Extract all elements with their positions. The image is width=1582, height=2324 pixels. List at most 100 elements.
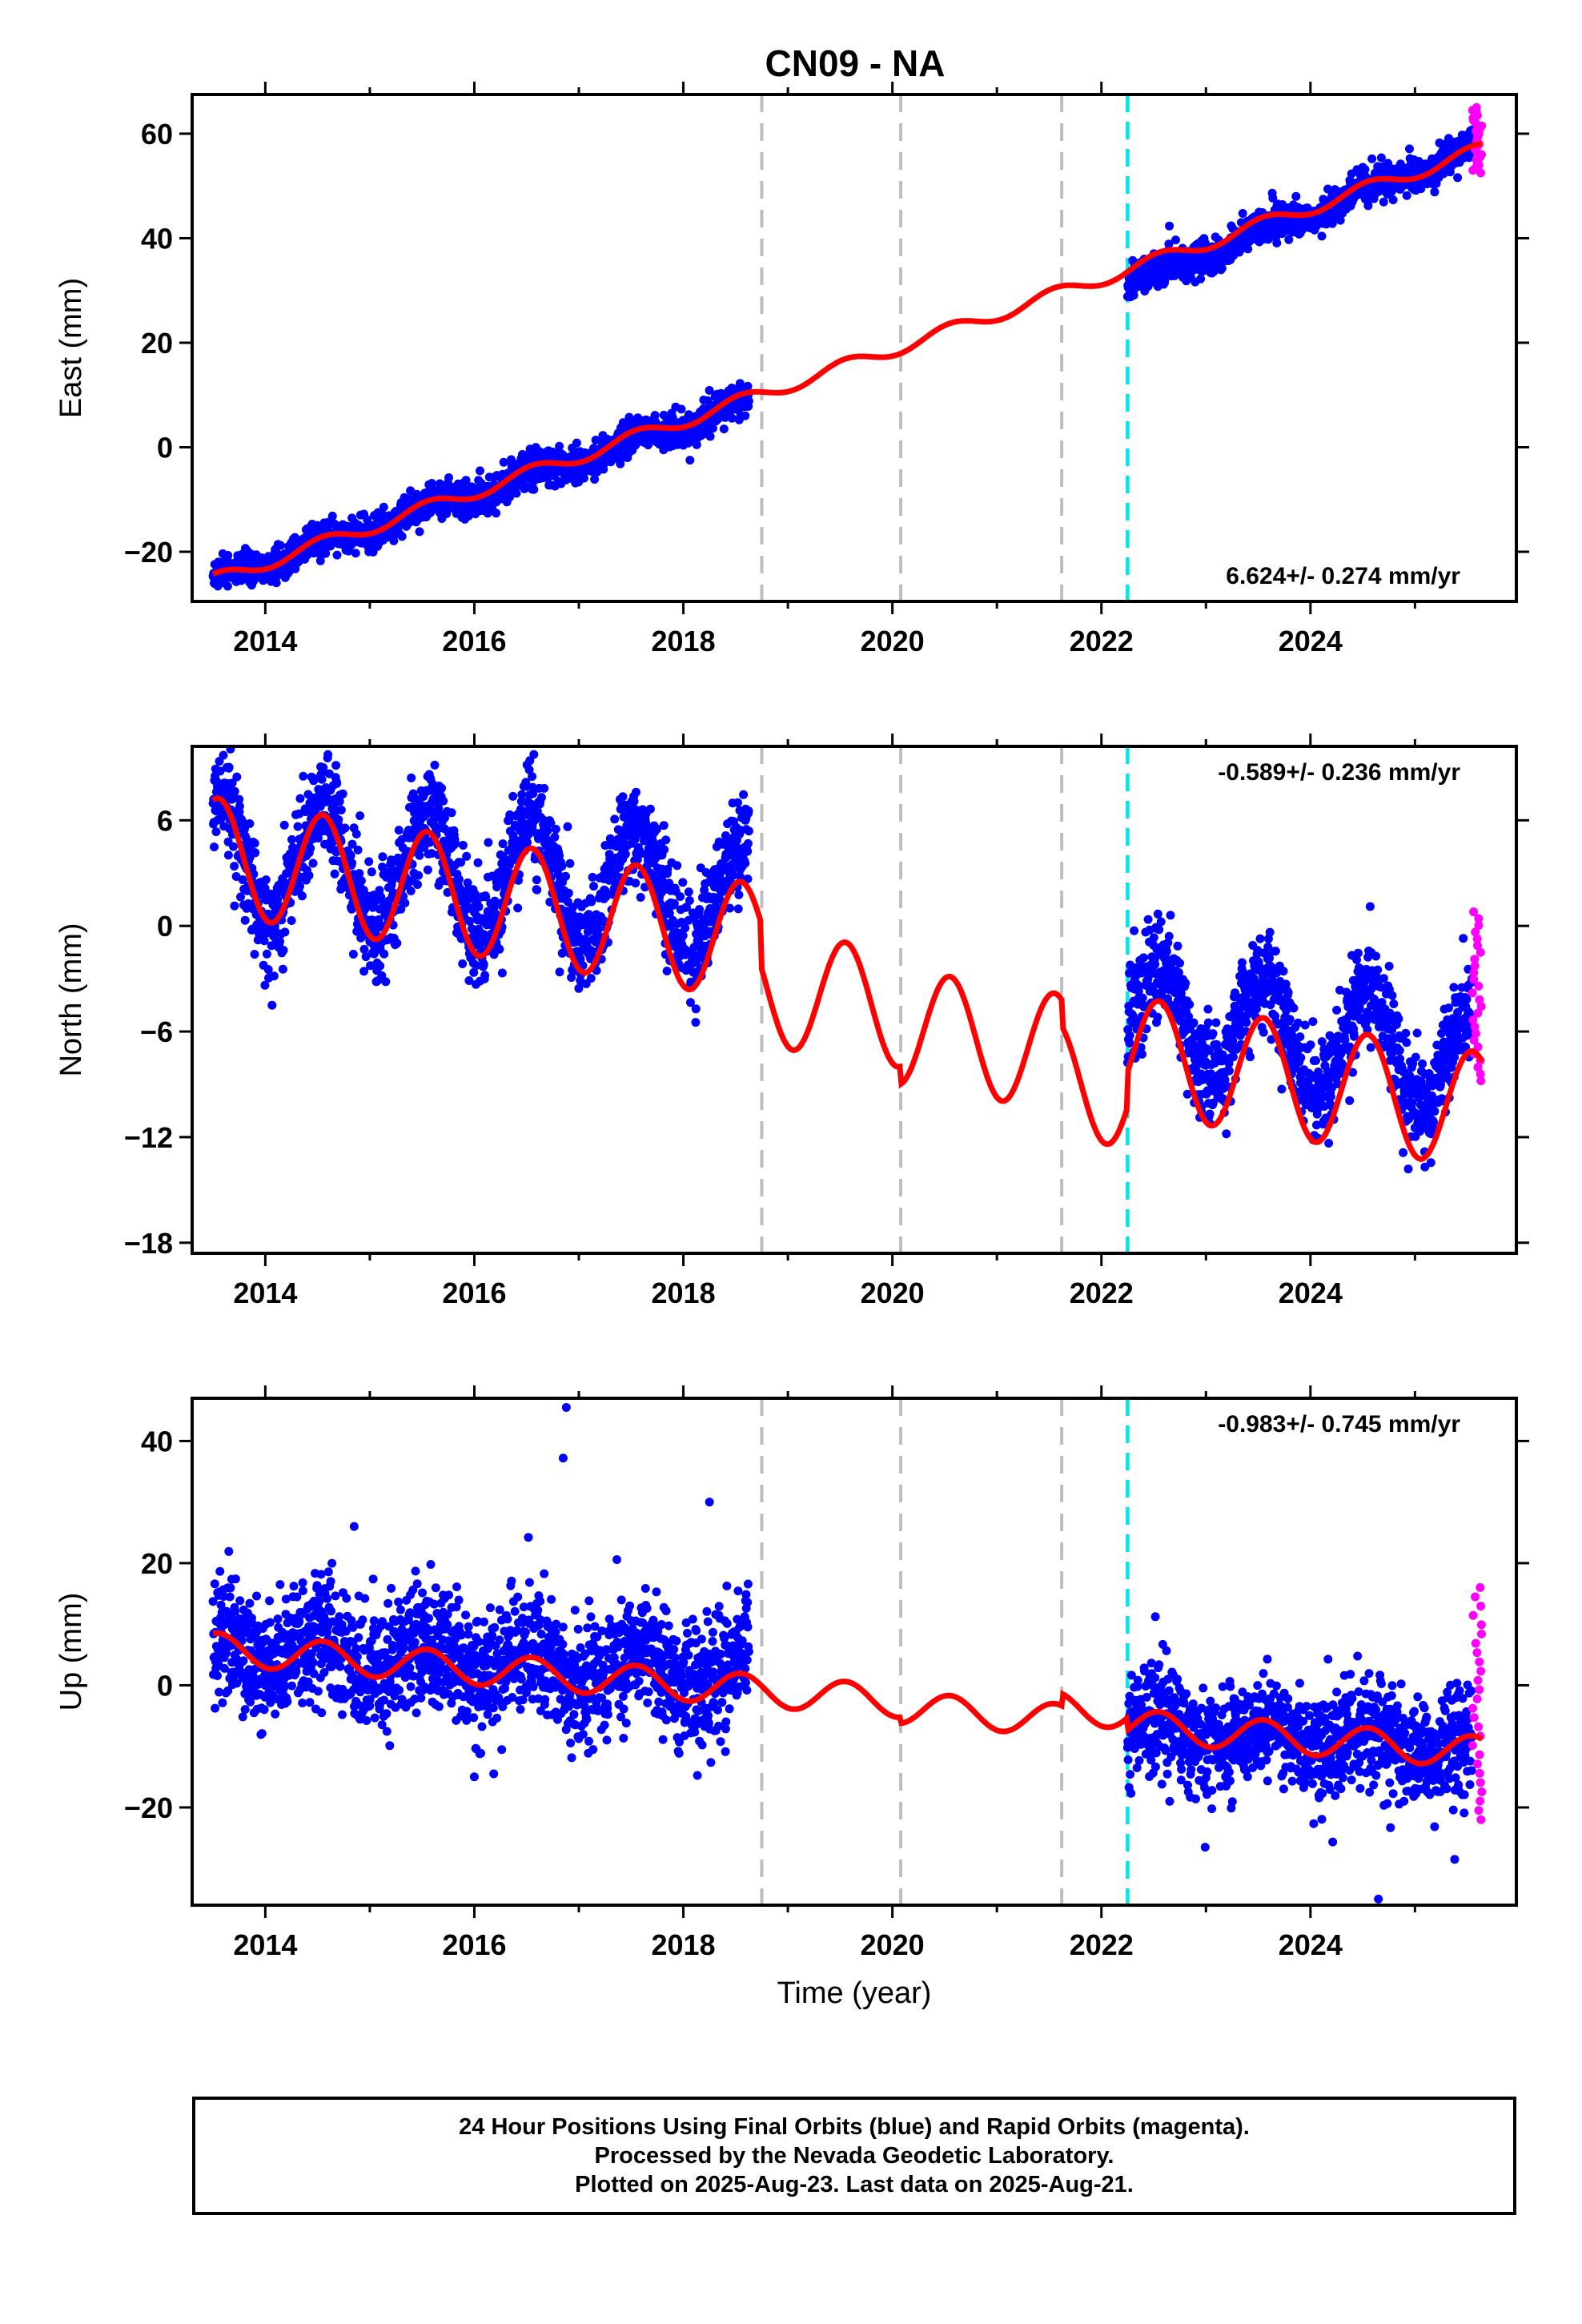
final-orbit-point [346,850,355,860]
final-orbit-point [676,892,685,902]
final-orbit-point [430,760,440,770]
final-orbit-point [656,888,666,897]
final-orbit-point [476,466,484,476]
final-orbit-point [1363,201,1373,211]
final-orbit-point [681,923,690,933]
final-orbit-point [1165,221,1174,231]
final-orbit-point [744,396,753,406]
final-orbit-point [260,980,270,990]
final-orbit-point [245,819,255,828]
final-orbit-point [347,839,357,849]
final-orbit-point [299,771,308,781]
final-orbit-point [378,852,387,862]
final-orbit-point [673,861,682,870]
final-orbit-point [630,834,640,844]
y-tick-label: 60 [141,118,173,151]
final-orbit-point [659,821,669,830]
final-orbit-point [451,838,460,848]
final-orbit-point [224,762,234,772]
final-orbit-point [263,965,273,975]
plot-area [208,94,1487,601]
final-orbit-point [489,950,499,959]
final-orbit-point [1203,1018,1213,1027]
final-orbit-point [512,489,521,498]
final-orbit-point [663,864,673,874]
final-orbit-point [275,937,284,946]
panel-north: 2014 2016 2018 2020 2022 2024−18−12−606North … [54,734,1529,1309]
final-orbit-point [727,413,737,423]
final-orbit-point [317,774,327,784]
final-orbit-point [308,858,318,868]
final-orbit-point [1402,191,1411,200]
final-orbit-point [236,892,245,902]
final-orbit-point [523,838,532,847]
final-orbit-point [230,786,239,796]
final-orbit-point [529,750,539,759]
final-orbit-point [1218,1050,1227,1059]
rapid-orbit-point [1472,103,1481,112]
final-orbit-point [705,386,714,395]
final-orbit-point [1125,1039,1134,1048]
final-orbit-point [332,550,342,560]
final-orbit-point [464,976,474,985]
final-orbit-point [1360,165,1370,174]
final-orbit-point [685,456,695,465]
final-orbit-point [367,867,376,877]
final-orbit-point [414,870,424,880]
final-orbit-point [355,869,364,879]
final-orbit-point [564,888,573,898]
final-orbit-point [733,798,742,807]
final-orbit-point [565,858,575,868]
final-orbit-point [1171,235,1180,245]
final-orbit-point [546,818,556,828]
final-orbit-point [321,549,331,558]
final-orbit-point [334,815,343,824]
final-orbit-point [499,457,508,467]
final-orbit-point [1166,911,1175,920]
x-tick-label: 2022 [1070,625,1134,657]
final-orbit-point [479,960,488,970]
final-orbit-point [492,509,501,518]
final-orbit-point [508,791,518,801]
final-orbit-point [330,869,339,879]
final-orbit-point [1184,1011,1194,1021]
x-tick-label: 2014 [233,625,297,657]
final-orbit-point [279,820,289,830]
final-orbit-point [735,871,745,881]
final-orbit-point [387,876,397,886]
final-orbit-point [211,827,221,837]
final-orbit-point [532,875,541,885]
final-orbit-point [238,816,247,826]
final-orbit-point [1125,1031,1134,1040]
final-orbit-point [338,789,347,798]
final-orbit-point [251,848,260,858]
final-orbit-point [1154,925,1164,935]
model-fit-curve [211,140,1483,577]
final-orbit-point [1174,967,1183,977]
x-tick-label: 2024 [1279,625,1343,657]
final-orbit-point [480,971,490,980]
final-orbit-point [632,787,640,797]
final-orbit-point [520,484,529,493]
final-orbit-point [1205,1109,1215,1119]
final-orbit-point [1263,235,1273,244]
final-orbit-point [1149,933,1158,943]
final-orbit-point [397,834,407,844]
final-orbit-point [1203,1004,1213,1014]
final-orbit-point [567,973,576,983]
final-orbit-point [1153,1012,1162,1022]
final-orbit-point [691,1004,701,1014]
final-orbit-point [1217,263,1227,273]
final-orbit-point [1129,291,1138,300]
final-orbit-point [576,955,585,963]
rapid-orbit-points [1468,103,1487,178]
final-orbit-point [684,887,693,897]
final-orbit-point [744,806,753,816]
final-orbit-point [660,845,669,854]
final-orbit-point [423,865,432,875]
final-orbit-point [555,967,564,977]
final-orbit-point [636,893,645,902]
final-orbit-point [682,903,691,912]
final-orbit-point [465,916,475,926]
final-orbit-point [629,797,639,806]
